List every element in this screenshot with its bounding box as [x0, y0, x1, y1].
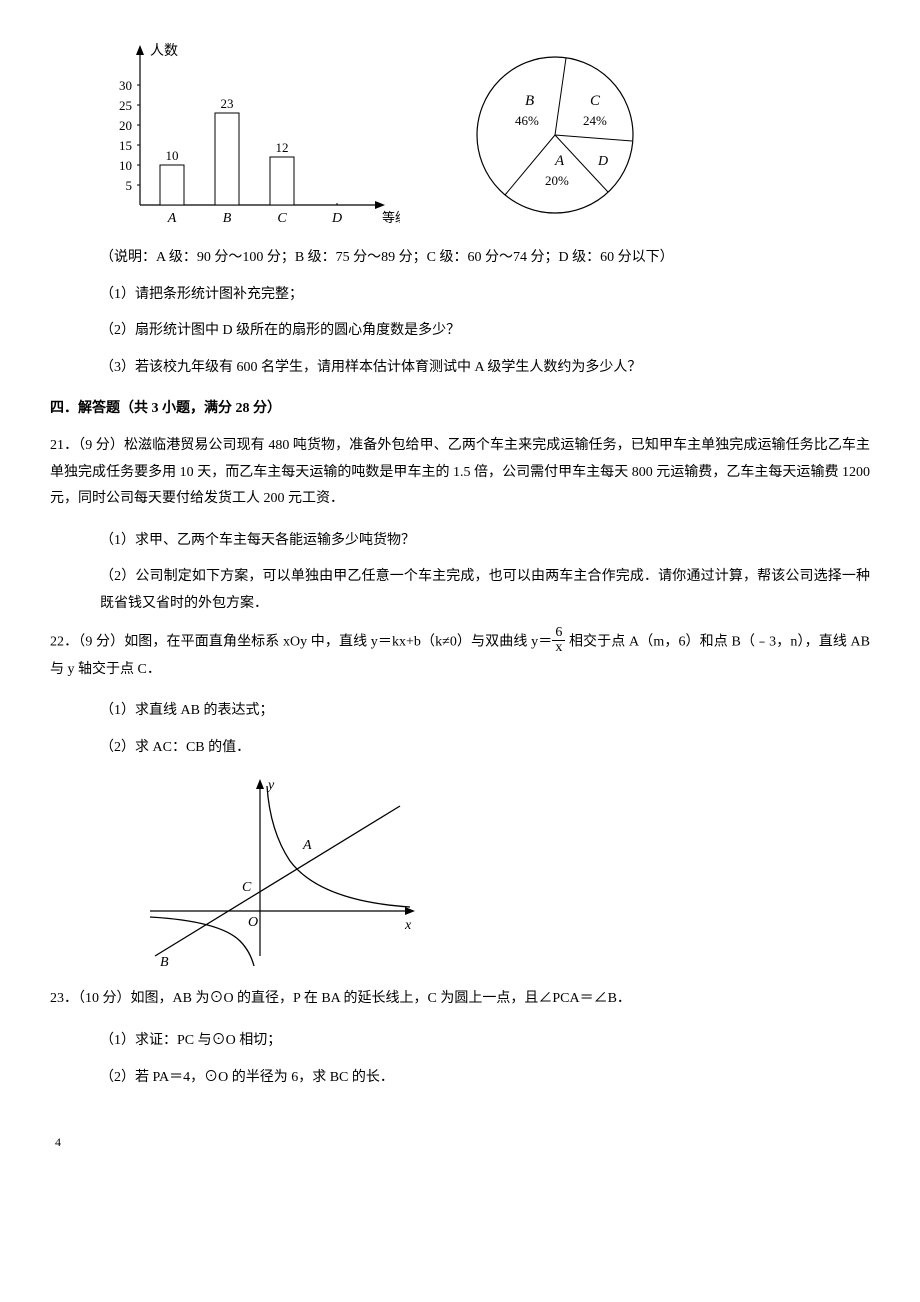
bar-a-label: 10: [166, 148, 179, 163]
ytick-20: 20: [119, 118, 132, 133]
cat-b: B: [223, 211, 232, 226]
bar-c-label: 12: [276, 140, 289, 155]
point-c-label: C: [242, 880, 252, 895]
q21-part2: （2）公司制定如下方案，可以单独由甲乙任意一个车主完成，也可以由两车主合作完成．…: [100, 564, 870, 617]
q21-points: （9 分）: [78, 438, 124, 453]
x-label: x: [404, 918, 412, 933]
q23-part1: （1）求证：PC 与⊙O 相切；: [100, 1028, 870, 1055]
q23-points: （10 分）: [78, 991, 131, 1006]
page-number: 4: [55, 1131, 870, 1154]
q20-part1: （1）请把条形统计图补充完整；: [100, 282, 870, 309]
grade-note: （说明：A 级：90 分～100 分；B 级：75 分～89 分；C 级：60 …: [100, 245, 870, 272]
q21-part1: （1）求甲、乙两个车主每天各能运输多少吨货物？: [100, 528, 870, 555]
q23-part2: （2）若 PA＝4，⊙O 的半径为 6，求 BC 的长．: [100, 1065, 870, 1092]
q23-body: 如图，AB 为⊙O 的直径，P 在 BA 的延长线上，C 为圆上一点，且∠PCA…: [131, 991, 631, 1006]
q22-part1: （1）求直线 AB 的表达式；: [100, 698, 870, 725]
q20-part3: （3）若该校九年级有 600 名学生，请用样本估计体育测试中 A 级学生人数约为…: [100, 355, 870, 382]
ytick-25: 25: [119, 98, 132, 113]
ytick-15: 15: [119, 138, 132, 153]
point-b-label: B: [160, 955, 169, 970]
charts-row: 5 10 15 20 25 30 人数 10 A 23 B 12 C D 等级: [100, 40, 870, 230]
bar-b: [215, 113, 239, 205]
bar-c: [270, 157, 294, 205]
y-axis-label: 人数: [150, 43, 178, 59]
question-21: 21．（9 分）松滋临港贸易公司现有 480 吨货物，准备外包给甲、乙两个车主来…: [50, 433, 870, 513]
q22-body-pre: 如图，在平面直角坐标系 xOy 中，直线 y＝kx+b（k≠0）与双曲线 y＝: [124, 634, 552, 649]
q22-graph: O x y A C B: [130, 771, 430, 971]
pie-d-label: D: [597, 154, 608, 169]
question-23: 23．（10 分）如图，AB 为⊙O 的直径，P 在 BA 的延长线上，C 为圆…: [50, 986, 870, 1013]
pie-chart: B 46% C 24% D A 20%: [460, 40, 650, 230]
question-22: 22．（9 分）如图，在平面直角坐标系 xOy 中，直线 y＝kx+b（k≠0）…: [50, 628, 870, 684]
pie-a-pct: 20%: [545, 173, 569, 188]
q20-part2: （2）扇形统计图中 D 级所在的扇形的圆心角度数是多少？: [100, 318, 870, 345]
pie-c-label: C: [590, 93, 601, 109]
q21-num: 21．: [50, 438, 78, 453]
pie-b-label: B: [525, 93, 534, 109]
point-a-label: A: [302, 838, 312, 853]
bar-chart: 5 10 15 20 25 30 人数 10 A 23 B 12 C D 等级: [100, 40, 400, 230]
origin-label: O: [248, 915, 258, 930]
cat-a: A: [167, 211, 177, 226]
cat-c: C: [277, 211, 287, 226]
bar-b-label: 23: [221, 96, 234, 111]
pie-c-pct: 24%: [583, 113, 607, 128]
ytick-30: 30: [119, 78, 132, 93]
ytick-5: 5: [126, 178, 133, 193]
bar-a: [160, 165, 184, 205]
pie-b-pct: 46%: [515, 113, 539, 128]
q21-body: 松滋临港贸易公司现有 480 吨货物，准备外包给甲、乙两个车主来完成运输任务，已…: [50, 438, 870, 506]
q22-num: 22．: [50, 634, 78, 649]
q23-num: 23．: [50, 991, 78, 1006]
section-4-title: 四．解答题（共 3 小题，满分 28 分）: [50, 396, 870, 423]
x-axis-label: 等级: [382, 210, 400, 225]
cat-d: D: [331, 211, 342, 226]
ytick-10: 10: [119, 158, 132, 173]
pie-a-label: A: [554, 153, 565, 169]
q22-fraction: 6x: [552, 626, 565, 655]
q22-points: （9 分）: [78, 634, 124, 649]
q22-part2: （2）求 AC：CB 的值．: [100, 735, 870, 762]
